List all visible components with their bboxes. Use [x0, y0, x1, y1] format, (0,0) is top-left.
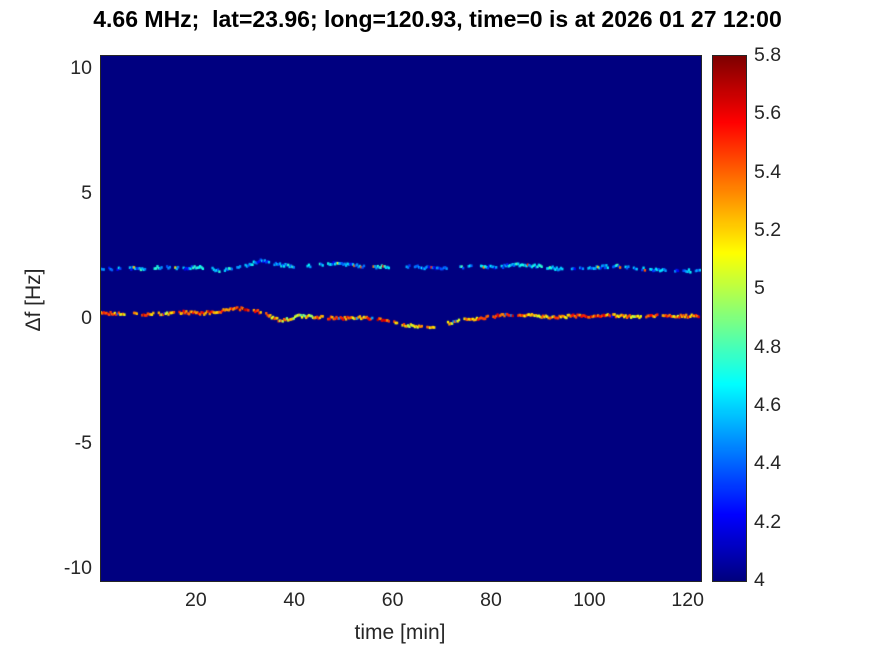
x-tick-label: 20 — [185, 589, 207, 611]
colorbar-tick-label: 4 — [754, 569, 765, 591]
colorbar-tick-label: 5.4 — [754, 160, 782, 183]
chart-title: 4.66 MHz; lat=23.96; long=120.93, time=0… — [93, 6, 782, 32]
y-tick-label: 5 — [81, 181, 92, 204]
colorbar-tick-label: 4.2 — [754, 510, 782, 533]
colorbar-tick-label: 5 — [754, 277, 765, 300]
x-tick-label: 120 — [671, 589, 704, 611]
x-axis-label: time [min] — [354, 621, 446, 644]
colorbar-tick-label: 5.6 — [754, 102, 782, 125]
colorbar-tick-label: 5.2 — [754, 219, 782, 241]
x-tick-label: 100 — [573, 589, 606, 611]
colorbar-tick-label: 5.8 — [754, 44, 782, 66]
heatmap-plot-area — [100, 55, 702, 582]
y-tick-label: 0 — [81, 306, 92, 329]
y-tick-label: -10 — [63, 556, 92, 579]
x-tick-label: 60 — [381, 589, 404, 611]
x-tick-label: 80 — [480, 589, 502, 611]
y-tick-label: -5 — [74, 431, 92, 454]
colorbar-tick-label: 4.8 — [754, 335, 782, 358]
y-tick-label: 10 — [70, 56, 92, 79]
x-tick-label: 40 — [283, 589, 306, 611]
colorbar — [712, 55, 747, 582]
colorbar-tick-label: 4.6 — [754, 394, 782, 416]
colorbar-tick-label: 4.4 — [754, 452, 782, 475]
